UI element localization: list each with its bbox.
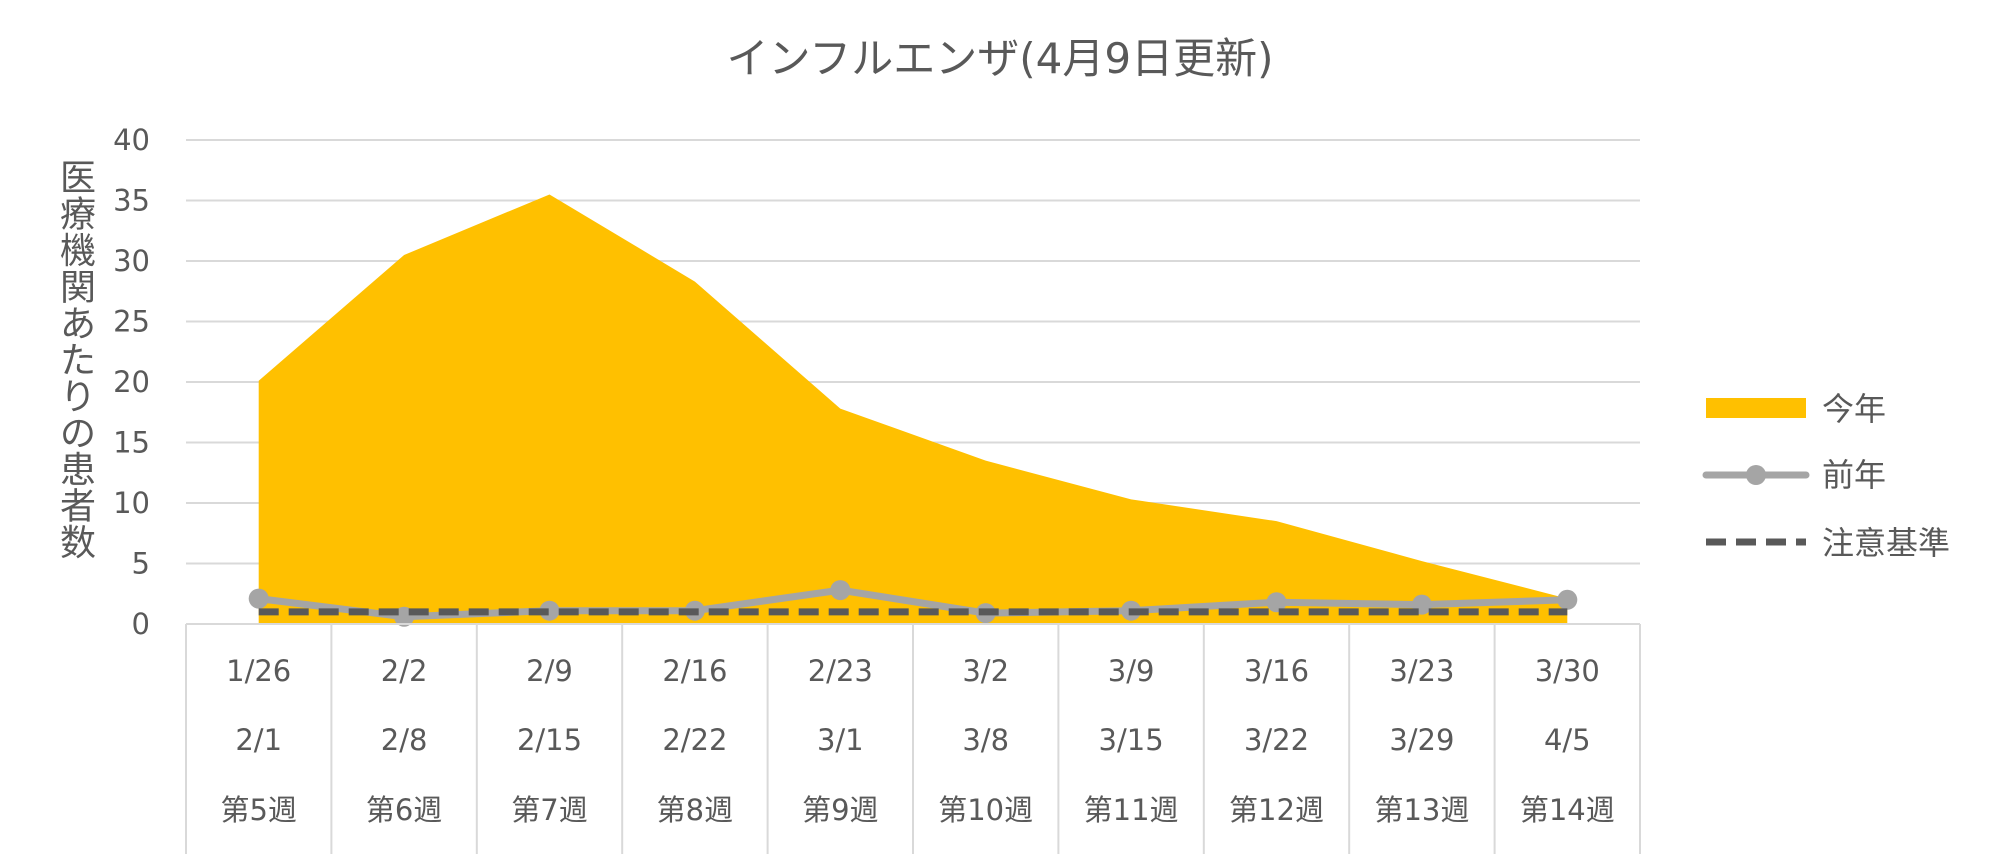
x-category-end: 2/22 — [662, 723, 727, 757]
legend: 今年 前年 注意基準 — [1702, 390, 1950, 562]
point-last-year — [1266, 592, 1287, 613]
y-tick-label: 40 — [113, 123, 150, 157]
point-last-year — [1557, 589, 1578, 610]
x-category-start: 2/2 — [381, 654, 428, 688]
y-tick-labels: 0 5 10 15 20 25 30 35 40 — [113, 123, 150, 641]
area-this-year — [258, 194, 1568, 624]
y-tick-label: 0 — [132, 607, 150, 641]
x-category-end: 2/15 — [517, 723, 582, 757]
y-axis-label-char: 関 — [60, 268, 96, 309]
x-category-week: 第11週 — [1084, 793, 1179, 827]
y-tick-label: 5 — [132, 547, 150, 581]
y-axis-label-char: 機 — [60, 231, 96, 272]
x-axis-category-table: 1/26 2/1 第5週 2/2 2/8 第6週 2/9 2/15 第7週 2/16 2/22 第8週… — [185, 623, 1641, 854]
y-axis-label-char: 患 — [60, 450, 96, 491]
y-axis-label-char: た — [60, 341, 96, 382]
x-category-week: 第5週 — [220, 793, 296, 827]
x-category-start: 3/30 — [1535, 654, 1600, 688]
x-category-end: 2/8 — [381, 723, 428, 757]
y-axis-label-char: あ — [60, 304, 96, 345]
point-last-year — [248, 588, 269, 609]
x-category-start: 2/9 — [526, 654, 573, 688]
y-tick-label: 15 — [113, 426, 150, 460]
x-category-week: 第14週 — [1520, 793, 1615, 827]
x-category-start: 3/16 — [1244, 654, 1309, 688]
y-axis-label-char: 数 — [60, 523, 96, 564]
x-category-week: 第12週 — [1229, 793, 1324, 827]
x-category-end: 3/22 — [1244, 723, 1309, 757]
y-tick-label: 25 — [113, 305, 150, 339]
y-tick-label: 35 — [113, 184, 150, 218]
legend-swatch-this-year — [1706, 398, 1806, 418]
y-axis-label-char: 者 — [60, 487, 96, 528]
x-category-end: 3/15 — [1099, 723, 1164, 757]
x-category-start: 3/2 — [962, 654, 1009, 688]
series-this-year — [258, 194, 1568, 624]
x-category-start: 3/23 — [1389, 654, 1454, 688]
chart-title: インフルエンザ(4月9日更新) — [727, 34, 1274, 83]
x-category-start: 2/23 — [808, 654, 873, 688]
point-last-year — [830, 580, 851, 601]
y-axis-label-char: の — [60, 414, 96, 455]
y-axis-label-char: 医 — [60, 158, 96, 199]
x-category-week: 第10週 — [938, 793, 1033, 827]
x-category-end: 2/1 — [235, 723, 282, 757]
x-category-week: 第13週 — [1374, 793, 1469, 827]
y-tick-label: 30 — [113, 244, 150, 278]
x-category-week: 第9週 — [802, 793, 878, 827]
x-category-week: 第8週 — [657, 793, 733, 827]
legend-label-last-year: 前年 — [1822, 456, 1886, 494]
y-tick-label: 20 — [113, 365, 150, 399]
x-category-start: 2/16 — [662, 654, 727, 688]
x-category-end: 3/29 — [1389, 723, 1454, 757]
x-category-week: 第6週 — [366, 793, 442, 827]
legend-label-this-year: 今年 — [1822, 390, 1886, 428]
x-category-start: 1/26 — [226, 654, 291, 688]
y-tick-label: 10 — [113, 486, 150, 520]
point-last-year — [539, 600, 560, 621]
x-category-start: 3/9 — [1108, 654, 1155, 688]
y-axis-label-char: 療 — [60, 195, 96, 236]
x-category-end: 3/8 — [962, 723, 1009, 757]
legend-swatch-last-year-marker — [1746, 465, 1766, 485]
plot-area — [248, 194, 1578, 627]
y-axis-label-char: り — [60, 377, 96, 418]
x-category-week: 第7週 — [511, 793, 587, 827]
x-category-end: 4/5 — [1544, 723, 1591, 757]
x-category-end: 3/1 — [817, 723, 864, 757]
legend-label-alert-threshold: 注意基準 — [1822, 524, 1950, 562]
